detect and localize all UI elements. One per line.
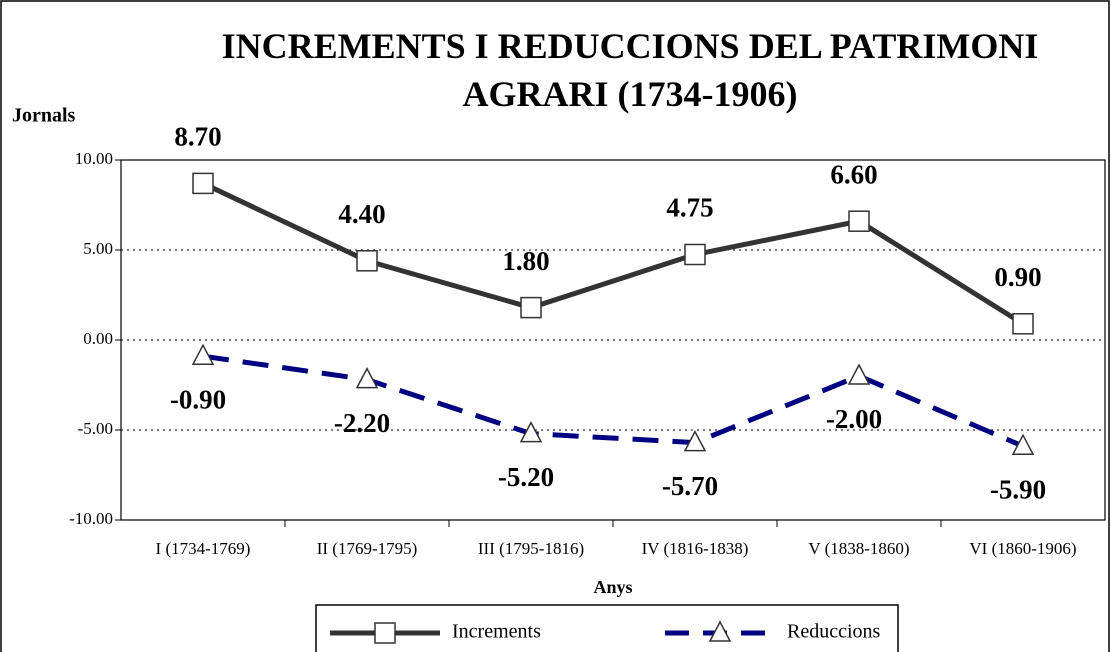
x-tick-label: II (1769-1795) bbox=[317, 539, 418, 558]
value-label: -2.20 bbox=[334, 408, 390, 438]
x-tick-label: VI (1860-1906) bbox=[969, 539, 1076, 558]
marker bbox=[684, 243, 706, 266]
x-tick-label: I (1734-1769) bbox=[156, 539, 251, 558]
chart-title: INCREMENTS I REDUCCIONS DEL PATRIMONI AG… bbox=[221, 26, 1039, 114]
marker bbox=[520, 296, 542, 319]
legend bbox=[315, 604, 899, 652]
marker bbox=[374, 622, 396, 644]
y-tick-label: 0.00 bbox=[83, 329, 113, 348]
legend-label: Reduccions bbox=[787, 621, 881, 643]
x-axis-label: Anys bbox=[593, 577, 632, 597]
series-line bbox=[201, 181, 1025, 326]
value-label: 4.75 bbox=[666, 193, 713, 223]
y-axis-label: Jornals bbox=[12, 105, 76, 127]
x-tick-label: III (1795-1816) bbox=[478, 539, 584, 558]
y-tick-label: -10.00 bbox=[69, 509, 113, 528]
value-label: -2.00 bbox=[826, 404, 882, 434]
marker bbox=[192, 172, 214, 195]
x-tick-label: IV (1816-1838) bbox=[642, 539, 749, 558]
y-tick-label: -5.00 bbox=[78, 419, 113, 438]
value-label: -5.90 bbox=[990, 474, 1046, 504]
y-tick-label: 10.00 bbox=[75, 149, 113, 168]
value-label: 0.90 bbox=[994, 262, 1041, 292]
marker bbox=[1011, 433, 1035, 455]
value-label: 1.80 bbox=[502, 246, 549, 276]
value-label: 4.40 bbox=[338, 199, 385, 229]
value-label: -5.20 bbox=[498, 462, 554, 492]
value-label: 8.70 bbox=[174, 122, 221, 152]
marker bbox=[519, 420, 543, 443]
marker bbox=[848, 210, 870, 232]
marker bbox=[683, 429, 707, 452]
value-label: 6.60 bbox=[830, 159, 877, 189]
marker bbox=[847, 363, 871, 385]
series-line bbox=[202, 353, 1024, 449]
marker bbox=[356, 250, 378, 272]
marker bbox=[1012, 313, 1034, 335]
x-tick-label: V (1838-1860) bbox=[808, 539, 909, 558]
y-tick-label: 5.00 bbox=[83, 239, 113, 258]
value-label: -0.90 bbox=[170, 384, 226, 414]
marker bbox=[191, 343, 215, 365]
value-label: -5.70 bbox=[662, 471, 718, 501]
marker bbox=[708, 620, 732, 642]
marker bbox=[355, 366, 379, 389]
legend-label: Increments bbox=[452, 621, 541, 643]
